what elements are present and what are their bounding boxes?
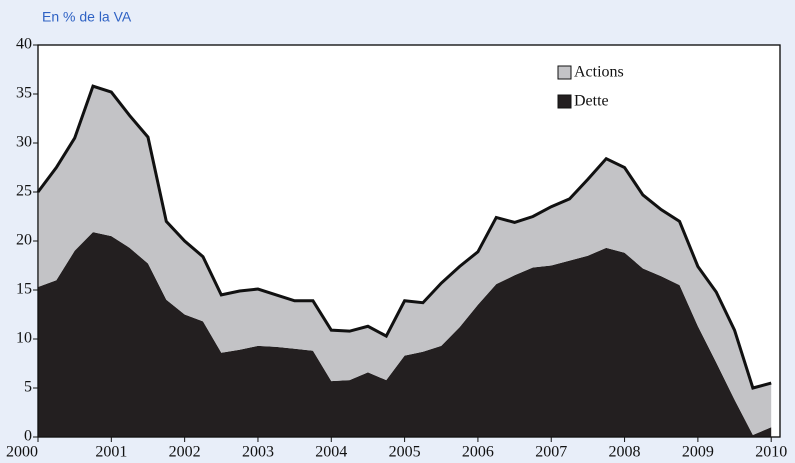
y-tick-label: 10 [16,330,32,347]
legend-label: Actions [574,64,624,81]
legend-label: Dette [574,93,609,110]
x-tick-label: 2007 [535,444,567,461]
y-tick-label: 15 [16,281,32,298]
y-tick-label: 0 [24,428,32,445]
y-tick-label: 30 [16,134,32,151]
y-tick-label: 20 [16,232,32,249]
y-tick-label: 25 [16,183,32,200]
area-outline [36,84,772,390]
x-tick-label: 2010 [755,444,787,461]
y-tick-label: 5 [24,379,32,396]
area [38,232,772,437]
x-tick-label: 2000 [6,444,38,461]
x-tick-label: 2004 [315,444,347,461]
y-tick-label: 35 [16,85,32,102]
x-tick-label: 2009 [682,444,714,461]
x-tick-label: 2008 [609,444,641,461]
x-tick-label: 2006 [462,444,494,461]
x-tick-label: 2002 [169,444,201,461]
chart-title: En % de la VA [42,9,132,25]
legend-swatch [557,65,572,80]
x-tick-label: 2003 [242,444,274,461]
x-tick-label: 2005 [389,444,421,461]
y-tick-label: 40 [16,36,32,53]
legend-swatch [557,94,572,109]
area [38,86,772,436]
x-tick-label: 2001 [95,444,127,461]
